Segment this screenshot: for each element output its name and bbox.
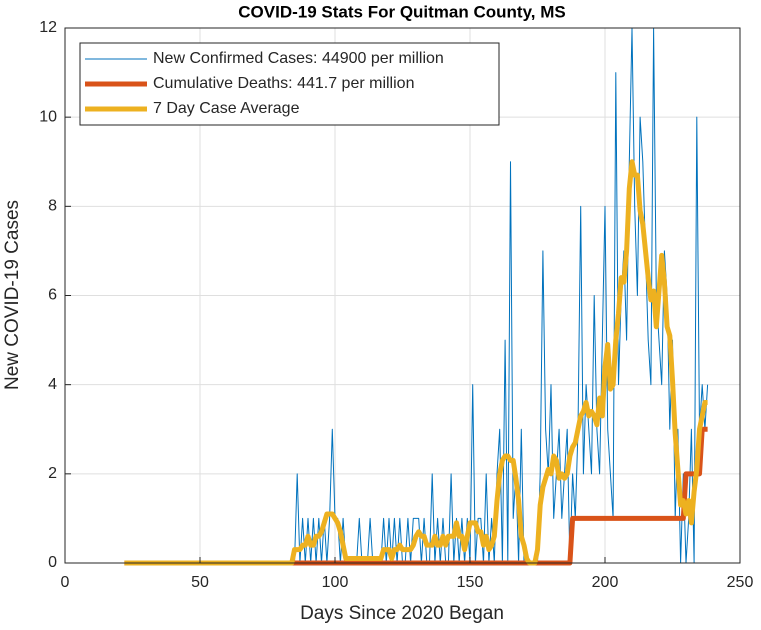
- y-axis-label: New COVID-19 Cases: [2, 200, 23, 390]
- legend-label: 7 Day Case Average: [153, 100, 300, 117]
- legend-label: Cumulative Deaths: 441.7 per million: [153, 75, 414, 92]
- y-tick-label: 4: [48, 376, 57, 393]
- x-tick-label: 150: [457, 574, 484, 591]
- chart-title: COVID-19 Stats For Quitman County, MS: [238, 2, 565, 21]
- y-tick-label: 12: [39, 19, 57, 36]
- legend-label: New Confirmed Cases: 44900 per million: [153, 50, 444, 67]
- x-tick-label: 100: [322, 574, 349, 591]
- y-tick-label: 0: [48, 554, 57, 571]
- x-tick-label: 0: [61, 574, 70, 591]
- y-tick-label: 10: [39, 108, 57, 125]
- y-tick-label: 2: [48, 465, 57, 482]
- x-tick-label: 250: [727, 574, 754, 591]
- x-axis-label: Days Since 2020 Began: [300, 603, 504, 624]
- legend-box: [79, 42, 500, 126]
- y-tick-label: 8: [48, 198, 57, 215]
- y-tick-label: 6: [48, 287, 57, 304]
- x-tick-label: 200: [592, 574, 619, 591]
- x-tick-label: 50: [191, 574, 209, 591]
